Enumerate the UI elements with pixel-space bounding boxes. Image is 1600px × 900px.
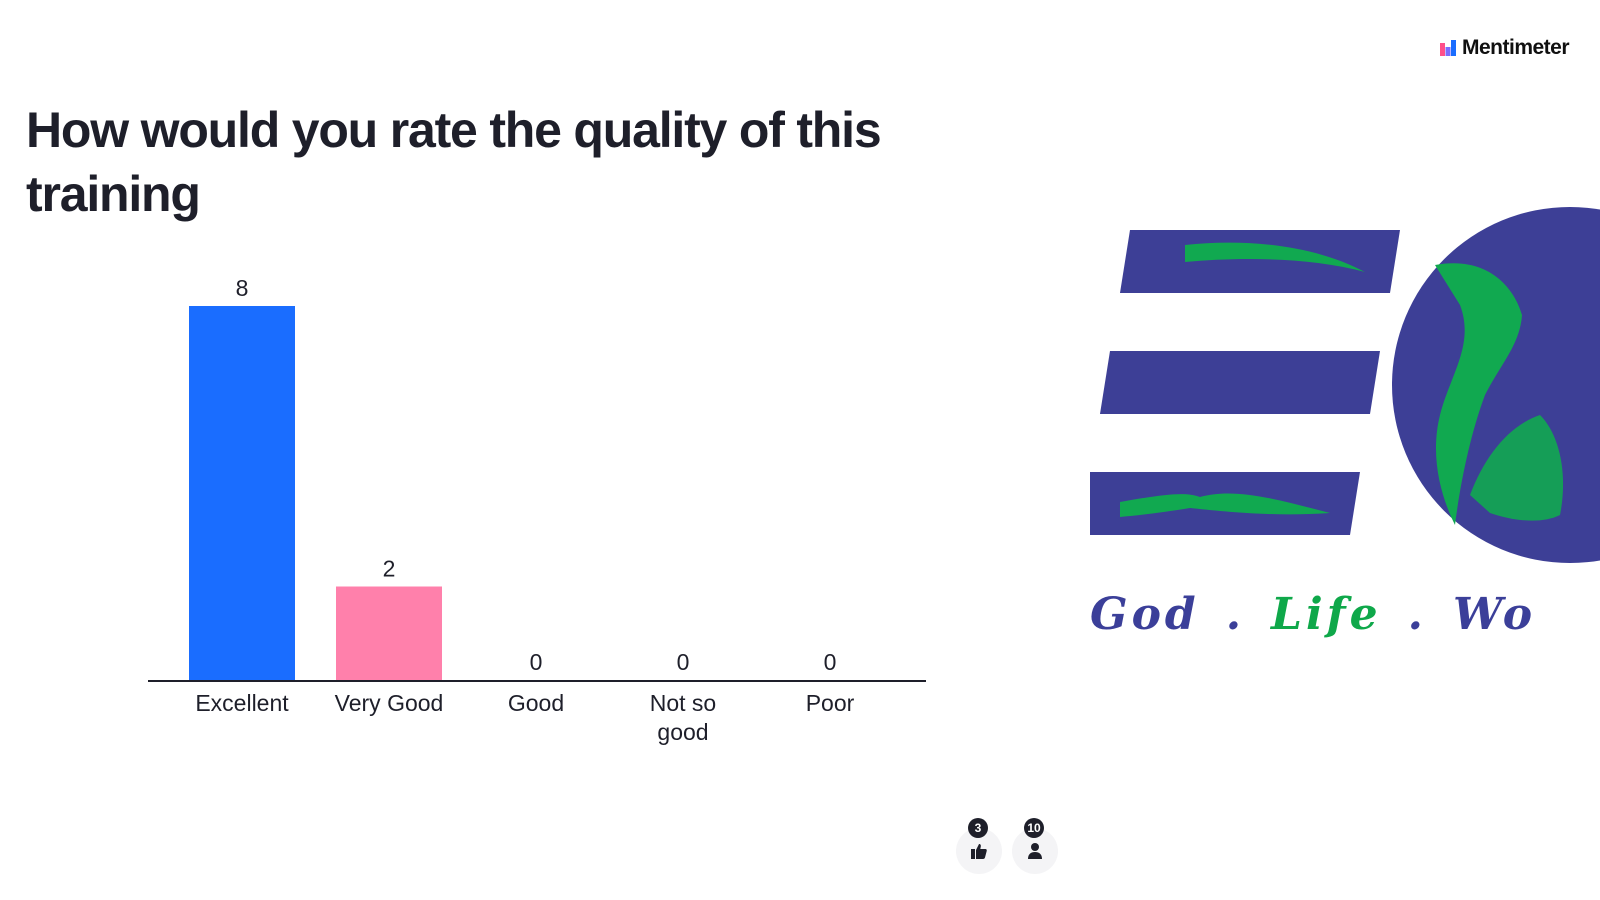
bar-value-label: 0 <box>530 649 543 675</box>
brand-name: Mentimeter <box>1462 36 1570 59</box>
reactions-counter[interactable]: 3 <box>956 818 1002 874</box>
tagline-life: Life <box>1271 589 1382 640</box>
organization-logo: God. Life. Wo <box>1090 195 1600 670</box>
brand: Mentimeter <box>1440 36 1570 60</box>
reactions-count: 3 <box>968 818 988 838</box>
category-label: Very Good <box>335 690 444 716</box>
category-label: Excellent <box>195 690 289 716</box>
bar <box>189 306 295 680</box>
bar <box>336 586 442 680</box>
bar-value-label: 0 <box>677 649 690 675</box>
tagline-god: God <box>1090 589 1200 640</box>
tagline-separator: . <box>1225 589 1246 640</box>
logo-tagline: God. Life. Wo <box>1090 589 1536 640</box>
person-icon <box>1028 843 1042 859</box>
bar-value-label: 2 <box>383 556 396 582</box>
participants-count: 10 <box>1024 818 1044 838</box>
tagline-separator: . <box>1407 589 1427 640</box>
bar-value-label: 0 <box>824 649 837 675</box>
mentimeter-logo-icon <box>1440 40 1456 56</box>
question-title: How would you rate the quality of this t… <box>26 102 882 222</box>
thumbs-up-icon <box>971 844 987 859</box>
bar-chart: 8 Excellent 2 Very Good 0 Good 0 Not so good 0 Poo… <box>148 275 926 745</box>
category-label: Good <box>508 690 564 716</box>
tagline-world: Wo <box>1452 589 1537 640</box>
logo-graphic <box>1090 207 1600 563</box>
category-label: Not so good <box>650 690 716 745</box>
bar-value-label: 8 <box>236 275 249 301</box>
category-label: Poor <box>806 690 855 716</box>
participants-counter[interactable]: 10 <box>1012 818 1058 874</box>
